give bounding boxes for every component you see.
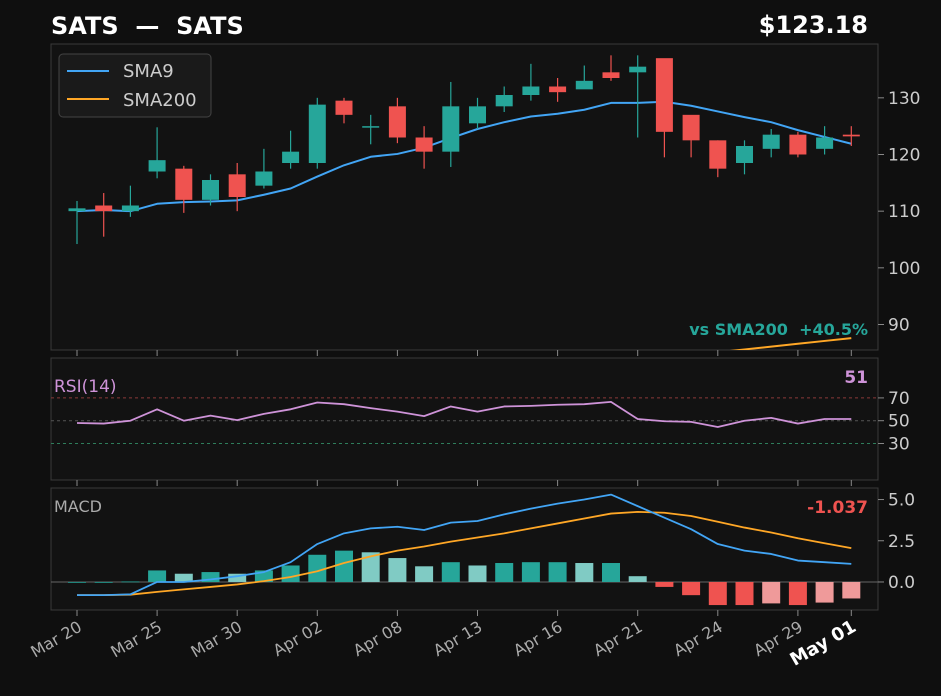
macd-histogram-bar [682,581,701,596]
rsi-series [76,400,852,428]
macd-histogram-bar [308,554,327,582]
candle-body [255,171,273,186]
candle-body [175,168,193,200]
macd-histogram-bar [655,581,674,587]
macd-histogram-bar [281,565,300,582]
rsi-line [76,400,852,428]
rsi-y-tick-label: 50 [888,412,910,432]
sma9-line [76,100,852,213]
candle-body [602,72,620,78]
macd-histogram-bar [842,581,861,599]
candle-body [682,114,700,141]
macd-histogram-bar [762,581,781,604]
candle-body [362,126,380,128]
price-overlays [76,100,852,350]
sma200-line [729,337,852,350]
macd-histogram-bar [361,552,380,582]
candle-body [282,151,300,163]
candlesticks [68,55,860,245]
candle-body [495,95,513,107]
macd-y-tick-label: 5.0 [888,491,915,511]
candle-body [308,104,326,163]
candle-body [68,208,86,212]
legend-box [58,53,212,118]
macd-histogram-bar [735,581,754,606]
candle-body [522,86,540,95]
candle-body [95,205,113,212]
candle-body [388,106,406,138]
macd-line [77,493,852,597]
macd-histogram-bar [174,573,193,582]
price-y-tick-label: 120 [888,146,920,166]
rsi-y-tick-label: 70 [888,389,910,409]
macd-histogram-bar [628,576,647,582]
candle-body [629,66,647,73]
macd-histogram-bar [602,563,620,582]
macd-histogram-bar [335,550,353,582]
candle-body [762,134,780,149]
candle-body [121,205,139,212]
macd-series [77,493,852,597]
candle-body [335,100,353,115]
macd-histogram-bar [441,562,460,582]
macd-histogram-bar [415,566,434,582]
candle-body [842,134,860,137]
sma200-delta-annotation: vs SMA200 +40.5% [689,320,868,339]
candle-body [228,174,246,197]
macd-histogram-bar [495,563,514,582]
candle-body [148,160,166,172]
macd-histogram [68,550,861,606]
candle-body [736,146,753,163]
macd-last-value: -1.037 [807,498,868,518]
macd-histogram-bar [521,562,540,582]
macd-histogram-bar [548,562,567,582]
macd-histogram-bar [68,581,86,583]
macd-histogram-bar [121,581,140,583]
macd-histogram-bar [254,570,273,582]
candle-body [575,80,593,90]
current-price: $123.18 [759,11,868,39]
macd-histogram-bar [94,581,113,583]
macd-label: MACD [54,497,102,516]
candle-body [709,140,727,169]
rsi-last-value: 51 [844,368,868,388]
rsi-y-tick-label: 30 [888,435,910,455]
macd-histogram-bar [468,565,487,582]
macd-histogram-bar [788,581,807,606]
price-y-tick-label: 100 [888,259,920,279]
candle-body [816,137,834,149]
legend-label-sma9: SMA9 [123,61,174,82]
candle-body [789,134,807,155]
candle-body [415,137,433,152]
candle-body [549,86,567,93]
macd-y-tick-label: 2.5 [888,532,915,552]
macd-panel [50,487,879,611]
candle-body [469,106,486,124]
macd-histogram-bar [148,570,167,582]
macd-histogram-bar [388,558,407,582]
rsi-label: RSI(14) [54,377,117,397]
price-axis: 90 100 110 120 130 [878,89,920,336]
legend-label-sma200: SMA200 [123,90,197,111]
macd-histogram-bar [228,573,247,582]
macd-y-tick-label: 0.0 [888,573,915,593]
candle-body [655,58,673,132]
macd-histogram-bar [575,563,594,582]
price-y-tick-label: 130 [888,89,920,109]
macd-histogram-bar [815,581,834,603]
price-y-tick-label: 90 [888,316,910,336]
macd-axis: 0.0 2.5 5.0 [51,491,915,593]
price-y-tick-label: 110 [888,202,920,222]
macd-signal-line [77,511,852,597]
candle-body [442,106,460,152]
candle-body [202,180,219,200]
macd-histogram-bar [708,581,727,606]
macd-histogram-bar [201,572,220,582]
price-legend: SMA9 SMA200 [58,53,212,118]
chart-title: SATS — SATS [51,12,244,40]
rsi-axis: 30 50 70 [51,389,910,455]
